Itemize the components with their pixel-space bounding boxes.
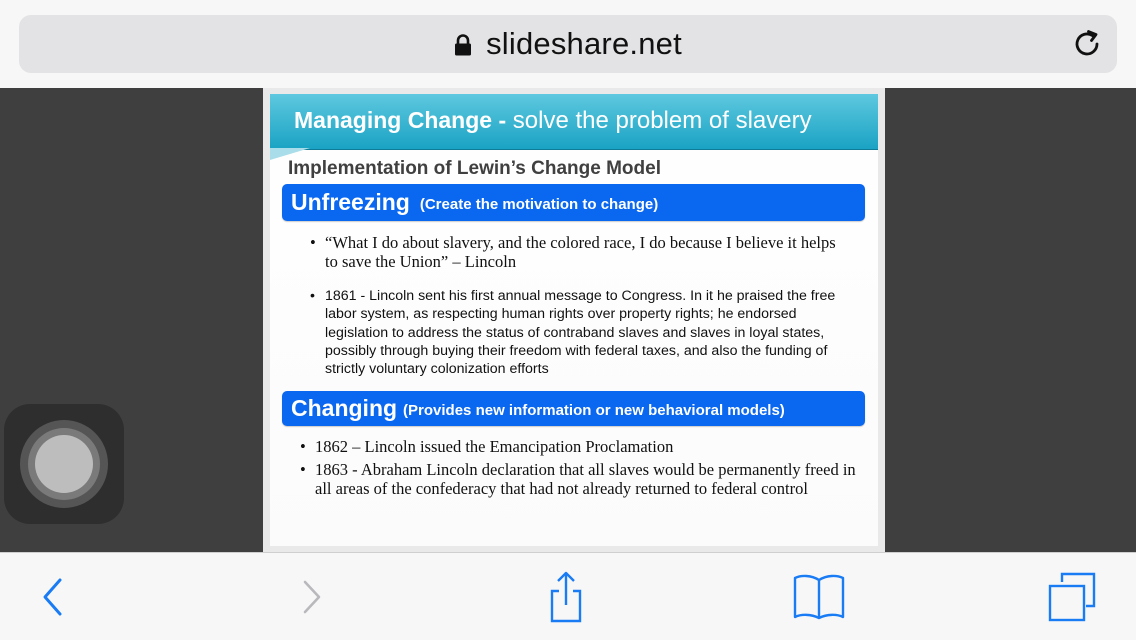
share-icon [550, 571, 582, 623]
back-icon [43, 578, 62, 616]
web-content[interactable]: Managing Change - solve the problem of s… [0, 88, 1136, 552]
bullet-symbol: • [310, 288, 315, 304]
section-note: (Create the motivation to change) [419, 195, 659, 213]
slide-title: Managing Change - solve the problem of s… [294, 107, 812, 135]
bullet-symbol: • [310, 233, 316, 252]
bookmarks-icon [793, 574, 845, 620]
tabs-button[interactable] [1040, 553, 1104, 640]
tabs-icon [1048, 572, 1096, 622]
bullet-item: • “What I do about slavery, and the colo… [310, 233, 850, 271]
bookmarks-button[interactable] [788, 553, 850, 640]
bullet-text: “What I do about slavery, and the colore… [325, 233, 836, 271]
section-heading: Changing [291, 395, 398, 421]
section-note: (Provides new information or new behavio… [403, 401, 785, 419]
url-display[interactable]: slideshare.net [19, 15, 1117, 73]
section-bar-changing: Changing (Provides new information or ne… [282, 391, 865, 426]
bullet-item: • 1861 - Lincoln sent his first annual m… [310, 287, 855, 378]
lock-icon [455, 34, 472, 56]
slide-frame: Managing Change - solve the problem of s… [263, 88, 885, 552]
section-bar-unfreezing: Unfreezing (Create the motivation to cha… [282, 184, 865, 221]
bullet-text: 1861 - Lincoln sent his first annual mes… [325, 288, 836, 378]
url-bar[interactable]: slideshare.net [19, 15, 1117, 73]
bullet-text: 1862 – Lincoln issued the Emancipation P… [315, 437, 674, 456]
bullet-symbol: • [300, 460, 306, 479]
share-button[interactable] [538, 553, 594, 640]
assistive-touch-button[interactable] [4, 404, 124, 524]
section-heading: Unfreezing [291, 189, 410, 215]
slide-title-bold: Managing Change - [294, 107, 507, 133]
bullet-text: 1863 - Abraham Lincoln declaration that … [315, 460, 856, 498]
assistive-touch-center [35, 435, 93, 493]
back-button[interactable] [25, 553, 81, 640]
forward-icon [303, 580, 321, 614]
address-bar-area: slideshare.net [0, 0, 1136, 88]
header-accent-decoration [270, 148, 310, 160]
slide-title-rest: solve the problem of slavery [506, 107, 812, 134]
slide: Managing Change - solve the problem of s… [270, 94, 878, 546]
slide-subtitle: Implementation of Lewin’s Change Model [288, 158, 661, 179]
forward-button[interactable] [284, 553, 340, 640]
bottom-toolbar [0, 552, 1136, 640]
bullet-item: • 1863 - Abraham Lincoln declaration tha… [300, 460, 860, 498]
slide-header: Managing Change - solve the problem of s… [270, 94, 878, 150]
bullet-item: • 1862 – Lincoln issued the Emancipation… [300, 437, 860, 456]
bullet-symbol: • [300, 437, 306, 456]
url-text: slideshare.net [486, 26, 682, 61]
reload-icon[interactable] [1071, 28, 1103, 60]
